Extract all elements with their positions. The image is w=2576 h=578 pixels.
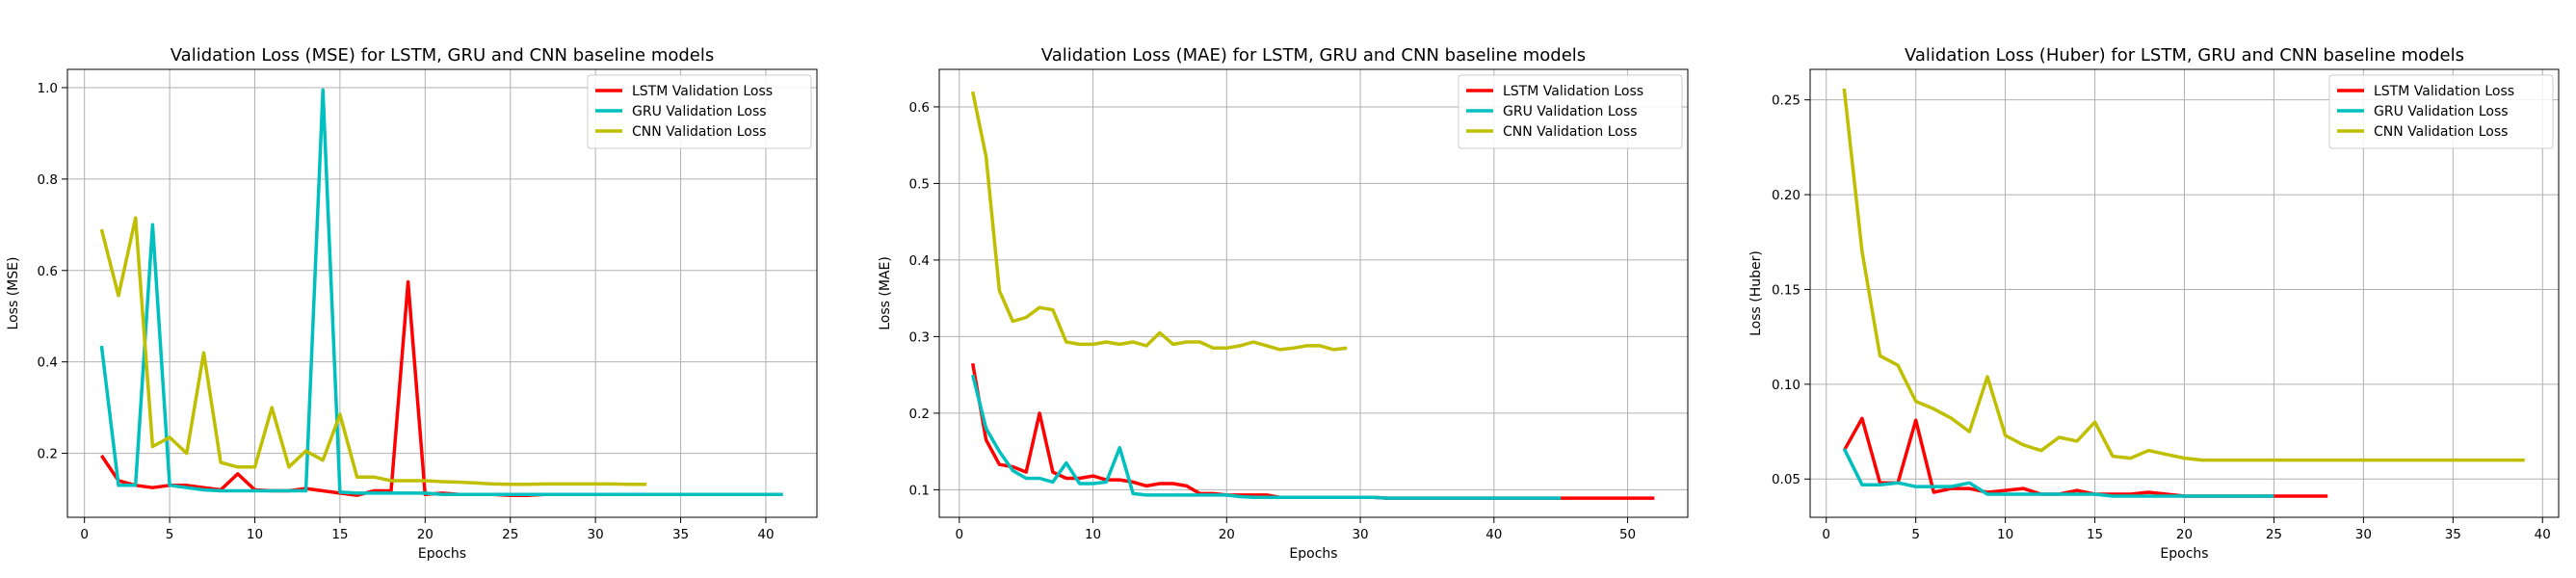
chart-title: Validation Loss (MAE) for LSTM, GRU and …: [1041, 45, 1586, 66]
legend-box: [587, 74, 812, 149]
x-tick-label: 0: [956, 527, 964, 542]
legend-entry: LSTM Validation Loss: [2374, 84, 2514, 99]
legend-entry: GRU Validation Loss: [2374, 104, 2509, 119]
legend-box: [1458, 74, 1683, 149]
y-tick-label: 0.5: [909, 176, 930, 192]
y-tick-label: 0.2: [909, 407, 930, 422]
series-line-2: [1842, 448, 2274, 498]
series-line-3: [99, 216, 647, 486]
chart-panel-2: 0 10 20 30 40 50 0.1 0.2 0.3 0.4 0.5 0.6 Validation …: [878, 45, 1689, 562]
chart-title: Validation Loss (Huber) for LSTM, GRU an…: [1905, 45, 2464, 66]
y-tick-label: 1.0: [38, 81, 58, 96]
y-tick-label: 0.20: [1772, 188, 1801, 203]
y-tick-label: 0.1: [909, 483, 930, 498]
y-axis-label: Loss (MAE): [878, 256, 893, 330]
x-axis-label: Epochs: [2160, 546, 2208, 562]
x-tick-label: 20: [1219, 527, 1235, 542]
x-axis-label: Epochs: [1289, 546, 1337, 562]
y-tick-label: 0.25: [1772, 93, 1801, 109]
chart-title: Validation Loss (MSE) for LSTM, GRU and …: [171, 45, 715, 66]
y-tick-label: 0.05: [1772, 472, 1801, 487]
x-tick-label: 50: [1619, 527, 1636, 542]
x-tick-label: 30: [2355, 527, 2372, 542]
chart-panel-3: 0 5 10 15 20 25 30 35 40 0.05 0.10 0.15 0.20 0.25 Vali…: [1748, 45, 2560, 562]
series-line-3: [1842, 88, 2525, 462]
y-axis-label: Loss (MSE): [6, 257, 21, 330]
plot-frame: [66, 68, 818, 518]
x-tick-label: 10: [247, 527, 263, 542]
y-tick-label: 0.6: [38, 264, 58, 279]
plot-frame: [938, 68, 1689, 518]
legend: LSTM Validation Loss GRU Validation Loss C…: [1458, 74, 1683, 149]
x-axis-label: Epochs: [418, 546, 466, 562]
series-line-3: [970, 91, 1348, 352]
legend-entry: GRU Validation Loss: [632, 104, 767, 119]
x-tick-label: 10: [1997, 527, 2013, 542]
x-tick-label: 0: [1822, 527, 1830, 542]
y-tick-label: 0.6: [909, 100, 930, 116]
legend-box: [2328, 74, 2554, 149]
x-tick-label: 30: [588, 527, 604, 542]
legend: LSTM Validation Loss GRU Validation Loss C…: [587, 74, 812, 149]
x-tick-label: 20: [2176, 527, 2193, 542]
x-tick-label: 20: [417, 527, 434, 542]
y-tick-label: 0.2: [38, 447, 58, 462]
x-tick-label: 10: [1085, 527, 1101, 542]
legend-entry: LSTM Validation Loss: [632, 84, 773, 99]
legend: LSTM Validation Loss GRU Validation Loss C…: [2328, 74, 2554, 149]
x-tick-label: 40: [2535, 527, 2551, 542]
y-tick-label: 0.3: [909, 329, 930, 345]
x-tick-label: 25: [502, 527, 518, 542]
x-tick-label: 5: [1911, 527, 1920, 542]
y-tick-label: 0.4: [909, 253, 930, 269]
series-line-2: [99, 88, 783, 497]
x-tick-label: 25: [2266, 527, 2282, 542]
chart-panel-1: 0 5 10 15 20 25 30 35 40 0.2 0.4 0.6 0.8 1.0 Validatio…: [6, 45, 818, 562]
x-tick-label: 40: [757, 527, 774, 542]
x-tick-label: 35: [672, 527, 689, 542]
x-tick-label: 15: [2087, 527, 2103, 542]
legend-entry: CNN Validation Loss: [2374, 124, 2508, 140]
x-tick-label: 15: [331, 527, 348, 542]
y-tick-label: 0.10: [1772, 378, 1801, 393]
x-tick-label: 0: [80, 527, 89, 542]
x-tick-label: 30: [1352, 527, 1368, 542]
legend-entry: CNN Validation Loss: [1503, 124, 1637, 140]
series-line-2: [971, 374, 1562, 500]
x-tick-label: 35: [2445, 527, 2461, 542]
legend-entry: LSTM Validation Loss: [1503, 84, 1643, 99]
x-tick-label: 5: [166, 527, 174, 542]
y-axis-label: Loss (Huber): [1748, 250, 1764, 336]
x-tick-label: 40: [1485, 527, 1502, 542]
legend-entry: GRU Validation Loss: [1503, 104, 1638, 119]
y-tick-label: 0.4: [38, 355, 58, 371]
y-tick-label: 0.8: [38, 172, 58, 188]
legend-entry: CNN Validation Loss: [632, 124, 766, 140]
y-tick-label: 0.15: [1772, 282, 1801, 298]
